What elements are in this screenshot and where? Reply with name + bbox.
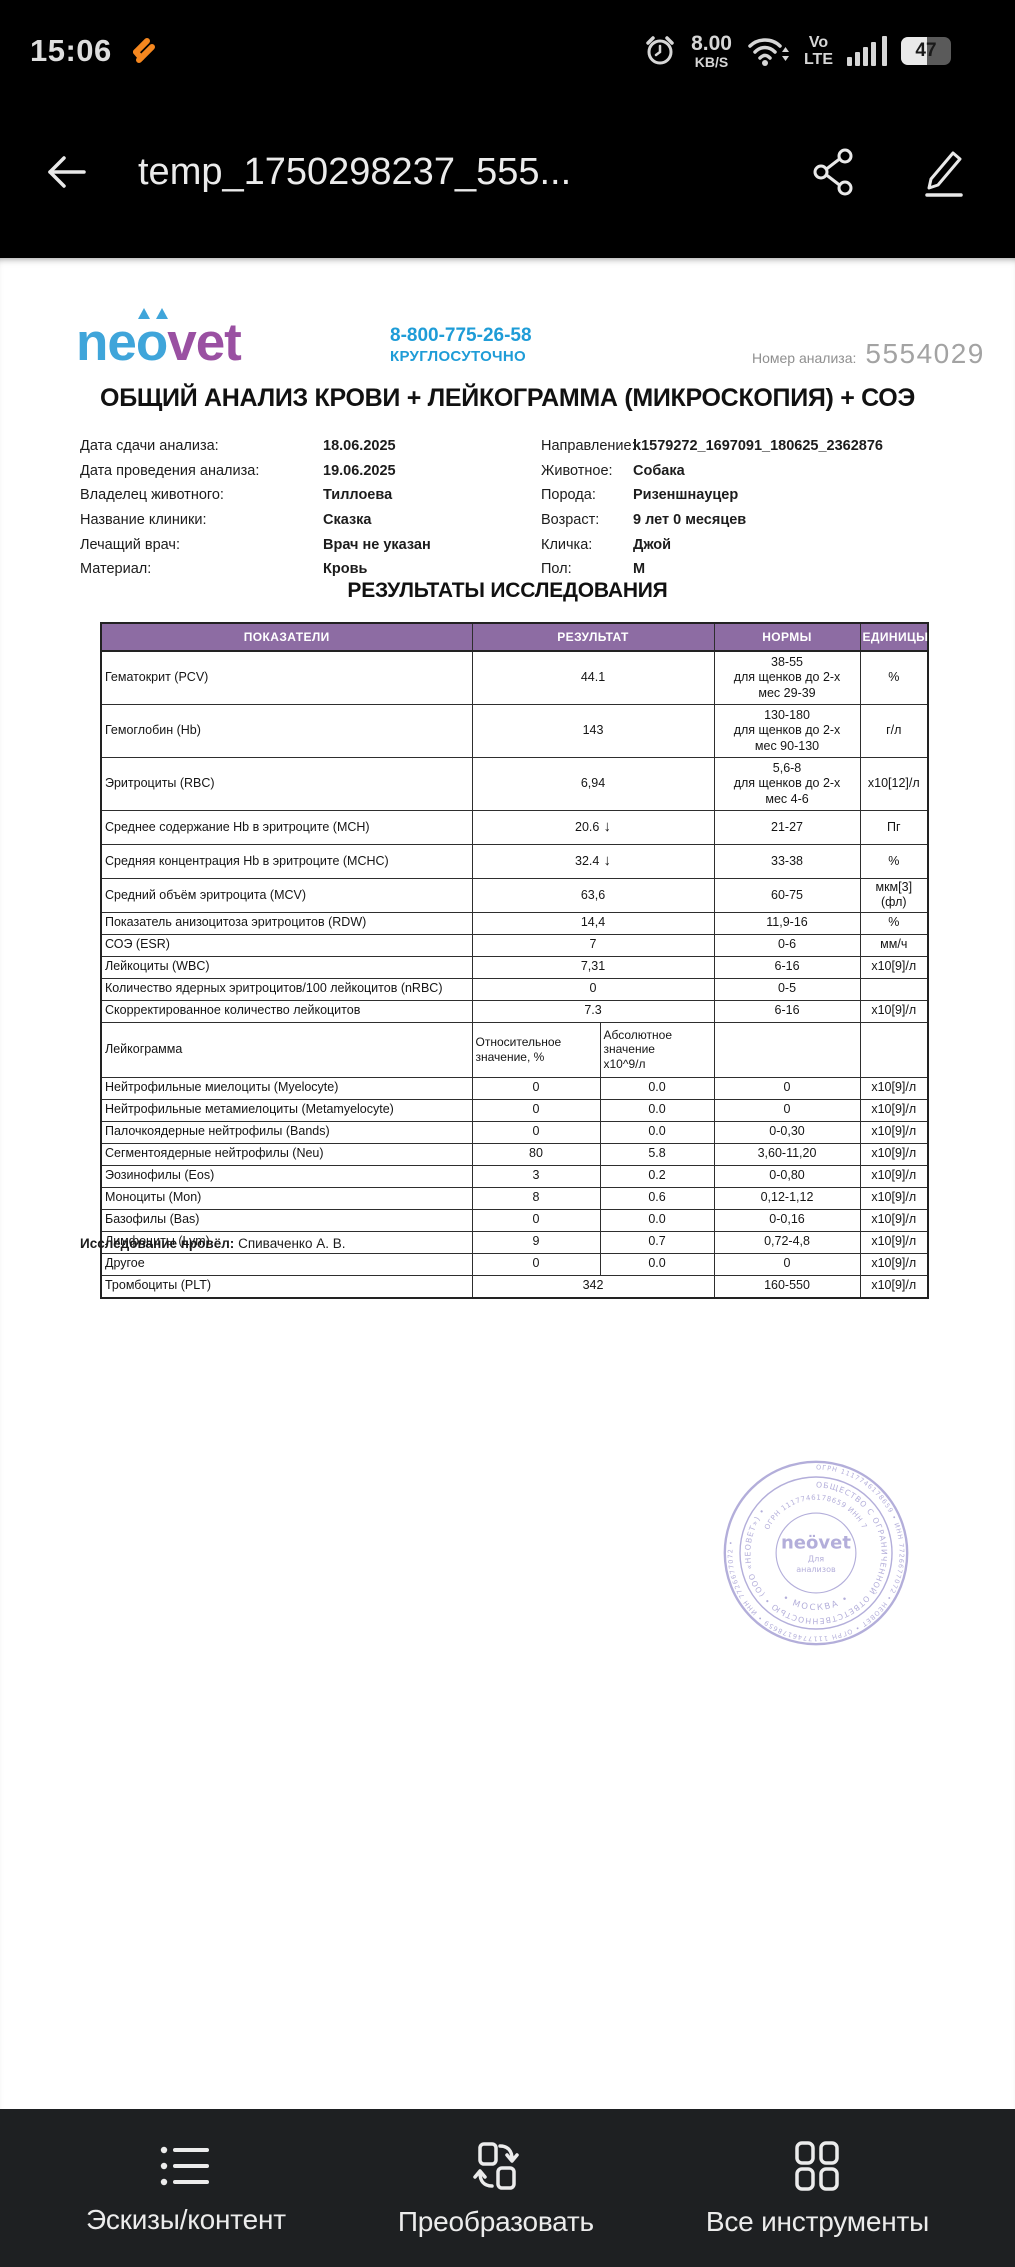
notification-heart-icon xyxy=(128,36,158,66)
volte-indicator: Vo LTE xyxy=(803,34,833,68)
table-row: Эозинофилы (Eos) 3 0.2 0-0,80 x10[9]/л xyxy=(100,1164,929,1188)
clinic-phone: 8-800-775-26-58 КРУГЛОСУТОЧНО xyxy=(390,325,532,365)
col-header-units: ЕДИНИЦЫ xyxy=(859,622,929,652)
results-table-body: Гематокрит (PCV) 44.1 38-55 для щенков до … xyxy=(100,650,929,1298)
low-value-arrow-icon: ↓ xyxy=(599,852,612,870)
table-header-row: ПОКАЗАТЕЛИ РЕЗУЛЬТАТ НОРМЫ ЕДИНИЦЫ xyxy=(100,622,929,652)
table-row: Нейтрофильные миелоциты (Myelocyte) 0 0.0 0… xyxy=(100,1076,929,1100)
low-value-arrow-icon: ↓ xyxy=(599,818,612,836)
results-table: ПОКАЗАТЕЛИ РЕЗУЛЬТАТ НОРМЫ ЕДИНИЦЫ Гемат… xyxy=(100,622,930,1299)
col-header-result: РЕЗУЛЬТАТ xyxy=(471,622,715,652)
clock-time: 15:06 xyxy=(30,33,112,68)
table-row: Сегментоядерные нейтрофилы (Neu) 80 5.8 3,6… xyxy=(100,1142,929,1166)
table-row: Лимфоциты (Lym) 9 0.7 0,72-4,8 x10[9]/л xyxy=(100,1230,929,1254)
table-row: Среднее содержание Hb в эритроците (MCH)… xyxy=(100,810,929,845)
network-speed: 8.00 KB/S xyxy=(691,32,732,70)
alarm-icon xyxy=(643,34,677,68)
table-row: Количество ядерных эритроцитов/100 лейко… xyxy=(100,977,929,1001)
table-row: Средняя концентрация Hb в эритроците (MC… xyxy=(100,844,929,879)
stamp-moscow-text: • МОСКВА • xyxy=(780,1593,849,1613)
table-row: Базофилы (Bas) 0 0.0 0-0,16 x10[9]/л xyxy=(100,1208,929,1232)
table-row: Лейкограмма Относительное значение, % Абсо… xyxy=(100,1021,929,1078)
grid-icon xyxy=(789,2138,845,2194)
logo-cat-ears xyxy=(138,308,172,320)
table-row: Нейтрофильные метамиелоциты (Metamyelocy… xyxy=(100,1098,929,1122)
table-row: Гематокрит (PCV) 44.1 38-55 для щенков до … xyxy=(100,650,929,705)
bottom-toolbar: Эскизы/контент Преобразовать Все инструм… xyxy=(0,2109,1015,2267)
back-button[interactable] xyxy=(40,150,92,194)
thumbnails-content-button[interactable]: Эскизы/контент xyxy=(80,2139,292,2237)
table-row: Средний объём эритроцита (MCV) 63,6 60-75 м… xyxy=(100,878,929,913)
all-tools-button[interactable]: Все инструменты xyxy=(700,2137,935,2239)
signal-strength-icon xyxy=(847,36,887,66)
svg-text:• МОСКВА •: • МОСКВА • xyxy=(780,1593,851,1613)
table-row: СОЭ (ESR) 7 0-6 мм/ч xyxy=(100,933,929,957)
table-row: Лейкоциты (WBC) 7,31 6-16 x10[9]/л xyxy=(100,955,929,979)
svg-text:анализов: анализов xyxy=(796,1565,836,1574)
status-bar: 15:06 8.00 KB/S xyxy=(0,0,1015,96)
wifi-icon xyxy=(746,34,790,68)
results-section-title: РЕЗУЛЬТАТЫ ИССЛЕДОВАНИЯ xyxy=(347,579,668,602)
table-row: Тромбоциты (PLT) 342 160-550 x10[9]/л xyxy=(100,1274,929,1298)
clinic-stamp: ОГРН 1117746178659 • ИНН 7726677072 • НЕ… xyxy=(721,1458,911,1648)
app-bar: temp_1750298237_555... xyxy=(0,96,1015,258)
table-row: Другое 0 0.0 0 x10[9]/л xyxy=(100,1252,929,1276)
analysis-number: Номер анализа: 5554029 xyxy=(752,338,985,369)
meta-left-column: Дата сдачи анализа: 18.06.2025 Дата прове… xyxy=(80,438,431,578)
table-row: Показатель анизоцитоза эритроцитов (RDW)… xyxy=(100,911,929,935)
battery-indicator: 47 xyxy=(901,37,951,65)
share-icon[interactable] xyxy=(811,146,859,198)
svg-text:Для: Для xyxy=(808,1555,824,1564)
convert-icon xyxy=(466,2138,526,2194)
document-title: ОБЩИЙ АНАЛИЗ КРОВИ + ЛЕЙКОГРАММА (МИКРОС… xyxy=(100,384,915,412)
col-header-indicators: ПОКАЗАТЕЛИ xyxy=(100,622,473,652)
table-row: Эритроциты (RBC) 6,94 5,6-8 для щенков до … xyxy=(100,757,929,811)
file-title: temp_1750298237_555... xyxy=(138,150,572,193)
table-row: Палочкоядерные нейтрофилы (Bands) 0 0.0 0-0… xyxy=(100,1120,929,1144)
stamp-center-logo: neövet xyxy=(781,1532,851,1553)
list-icon xyxy=(157,2140,215,2192)
examiner-line: Исследование провёл: Спиваченко А. В. xyxy=(80,1236,346,1251)
table-row: Моноциты (Mon) 8 0.6 0,12-1,12 x10[9]/л xyxy=(100,1186,929,1210)
table-row: Гемоглобин (Hb) 143 130-180 для щенков до … xyxy=(100,704,929,758)
table-row: Скорректированное количество лейкоцитов 7… xyxy=(100,999,929,1023)
col-header-norms: НОРМЫ xyxy=(713,622,861,652)
edit-icon[interactable] xyxy=(917,145,967,199)
convert-button[interactable]: Преобразовать xyxy=(392,2137,600,2239)
neovet-logo: neovet xyxy=(76,308,242,369)
document-page[interactable]: neovet 8-800-775-26-58 КРУГЛОСУТОЧНО Ном… xyxy=(0,258,1015,2109)
meta-right-column: Направление: k1579272_1697091_180625_2362… xyxy=(541,438,883,578)
